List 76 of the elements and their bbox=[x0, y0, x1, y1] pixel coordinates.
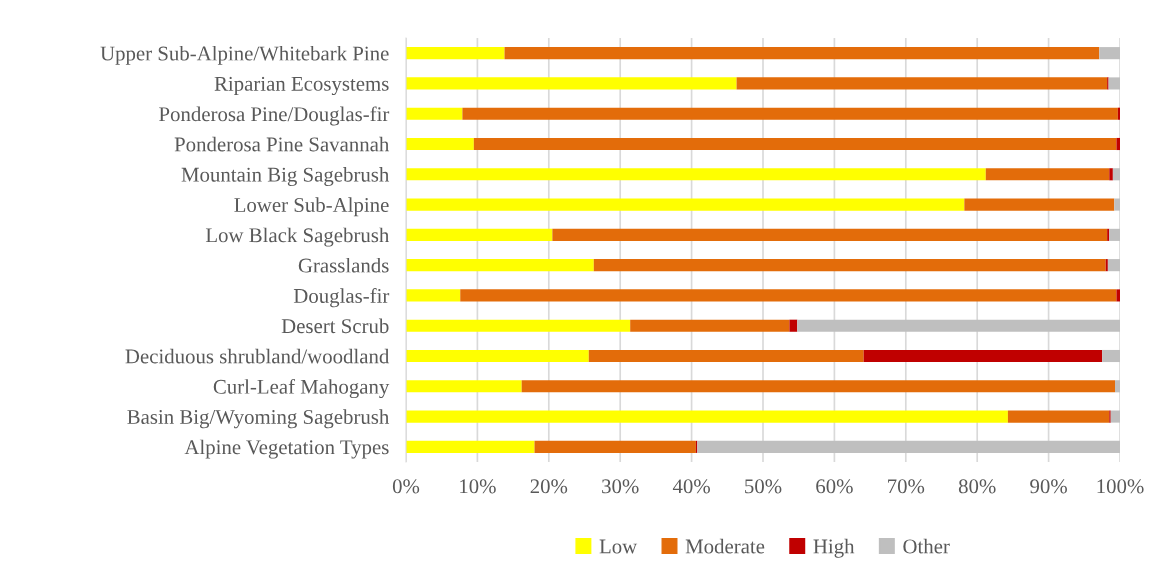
legend-label: Other bbox=[903, 538, 950, 554]
bar bbox=[697, 440, 1120, 453]
bar bbox=[462, 107, 1118, 120]
bar bbox=[1109, 228, 1120, 241]
y-tick-label: Alpine Vegetation Types bbox=[184, 439, 389, 459]
bar bbox=[964, 198, 1115, 211]
bar bbox=[406, 137, 474, 151]
bar bbox=[1114, 198, 1120, 211]
bar bbox=[406, 349, 589, 363]
bar bbox=[406, 198, 965, 211]
y-tick-label: Desert Scrub bbox=[281, 318, 389, 334]
bar bbox=[630, 319, 790, 332]
y-tick-label: Douglas-fir bbox=[293, 288, 390, 308]
bar bbox=[593, 259, 1106, 272]
bar bbox=[406, 228, 553, 241]
y-tick-label: Upper Sub-Alpine/Whitebark Pine bbox=[100, 45, 389, 65]
bar bbox=[789, 319, 798, 332]
bar bbox=[1108, 77, 1120, 90]
bar bbox=[1110, 410, 1120, 423]
y-tick-label: Ponderosa Pine Savannah bbox=[174, 136, 390, 152]
x-tick-label: 90% bbox=[1030, 479, 1067, 494]
legend-label: High bbox=[813, 538, 855, 558]
bar bbox=[406, 410, 1008, 423]
y-tick-label: Grasslands bbox=[298, 257, 389, 273]
bar bbox=[552, 228, 1108, 241]
x-tick-label: 70% bbox=[888, 479, 925, 494]
x-tick-label: 0% bbox=[392, 479, 420, 494]
y-tick-label: Mountain Big Sagebrush bbox=[181, 167, 390, 187]
bar bbox=[460, 289, 1117, 302]
x-tick-label: 30% bbox=[602, 479, 639, 494]
bar bbox=[406, 440, 535, 453]
legend-label: Moderate bbox=[685, 538, 765, 554]
bar bbox=[1105, 259, 1108, 272]
bar bbox=[406, 47, 505, 60]
bar bbox=[1107, 259, 1120, 272]
x-tick-label: 40% bbox=[672, 479, 710, 494]
bar bbox=[534, 440, 696, 453]
x-tick-label: 10% bbox=[460, 479, 496, 494]
y-tick-label: Riparian Ecosystems bbox=[214, 76, 389, 96]
x-tick-label: 60% bbox=[816, 479, 853, 494]
bar bbox=[1007, 410, 1110, 423]
bar bbox=[406, 107, 463, 120]
bar bbox=[736, 77, 1108, 90]
bar bbox=[797, 319, 1120, 332]
y-tick-label: Curl-Leaf Mahogany bbox=[213, 378, 390, 399]
bar bbox=[473, 137, 1117, 151]
bar bbox=[588, 349, 864, 363]
x-tick-label: 20% bbox=[530, 479, 568, 494]
bar bbox=[1099, 47, 1120, 60]
bar bbox=[406, 168, 986, 181]
bar bbox=[406, 77, 737, 90]
y-tick-label: Lower Sub-Alpine bbox=[234, 197, 389, 217]
bar bbox=[1107, 228, 1110, 241]
y-tick-label: Low Black Sagebrush bbox=[205, 227, 390, 247]
bar bbox=[1115, 380, 1120, 393]
x-tick-label: 80% bbox=[958, 479, 996, 494]
bar bbox=[521, 380, 1115, 393]
bar bbox=[504, 47, 1100, 60]
y-tick-label: Deciduous shrubland/woodland bbox=[125, 348, 390, 364]
bar bbox=[1109, 168, 1113, 181]
x-tick-label: 50% bbox=[745, 479, 782, 494]
bar bbox=[406, 380, 522, 393]
bar bbox=[1102, 349, 1120, 363]
bar bbox=[406, 319, 631, 332]
y-tick-label: Ponderosa Pine/Douglas-fir bbox=[159, 106, 390, 126]
bar bbox=[863, 349, 1103, 363]
bar bbox=[406, 289, 461, 302]
y-tick-label: Basin Big/Wyoming Sagebrush bbox=[127, 409, 390, 429]
bar bbox=[1116, 137, 1120, 151]
bar bbox=[1112, 168, 1120, 181]
legend-label: Low bbox=[599, 539, 638, 554]
x-tick-label: 100% bbox=[1097, 479, 1144, 494]
bar bbox=[406, 259, 594, 272]
bar bbox=[985, 168, 1110, 181]
bar bbox=[1116, 289, 1120, 302]
bar bbox=[1117, 107, 1120, 120]
